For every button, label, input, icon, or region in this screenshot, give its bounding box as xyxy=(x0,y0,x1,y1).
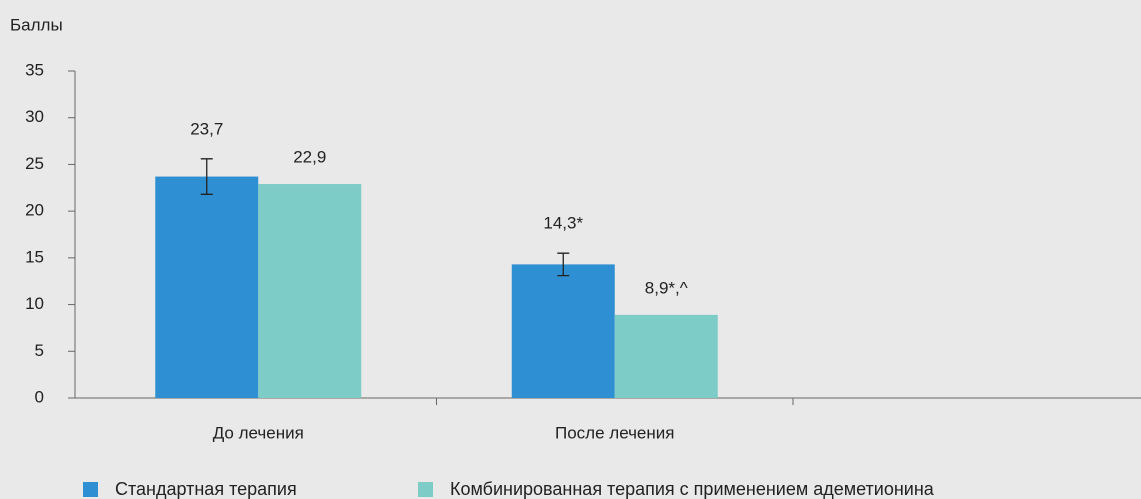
y-tick-label: 30 xyxy=(25,107,44,126)
error-bar xyxy=(557,252,570,277)
bar xyxy=(511,264,615,398)
legend-swatch xyxy=(83,482,98,497)
y-tick-label: 15 xyxy=(25,247,44,266)
bar xyxy=(155,176,259,398)
x-tick-label: После лечения xyxy=(555,423,674,442)
y-tick-label: 25 xyxy=(25,154,44,173)
value-label: 22,9 xyxy=(293,148,326,167)
y-tick-label: 0 xyxy=(35,387,44,406)
y-axis-label: Баллы xyxy=(10,15,63,34)
bar xyxy=(258,184,362,398)
y-tick-label: 20 xyxy=(25,201,44,220)
y-tick-label: 5 xyxy=(35,341,44,360)
y-tick-label: 35 xyxy=(25,60,44,79)
value-label: 14,3* xyxy=(543,214,583,233)
legend-label: Стандартная терапия xyxy=(115,479,297,499)
error-bar xyxy=(200,158,213,195)
legend-swatch xyxy=(418,482,433,497)
legend-label: Комбинированная терапия с применением ад… xyxy=(450,479,935,499)
x-tick-label: До лечения xyxy=(213,423,304,442)
y-tick-label: 10 xyxy=(25,294,44,313)
value-label: 8,9*,^ xyxy=(645,278,688,297)
value-label: 23,7 xyxy=(190,119,223,138)
bar xyxy=(614,314,718,398)
